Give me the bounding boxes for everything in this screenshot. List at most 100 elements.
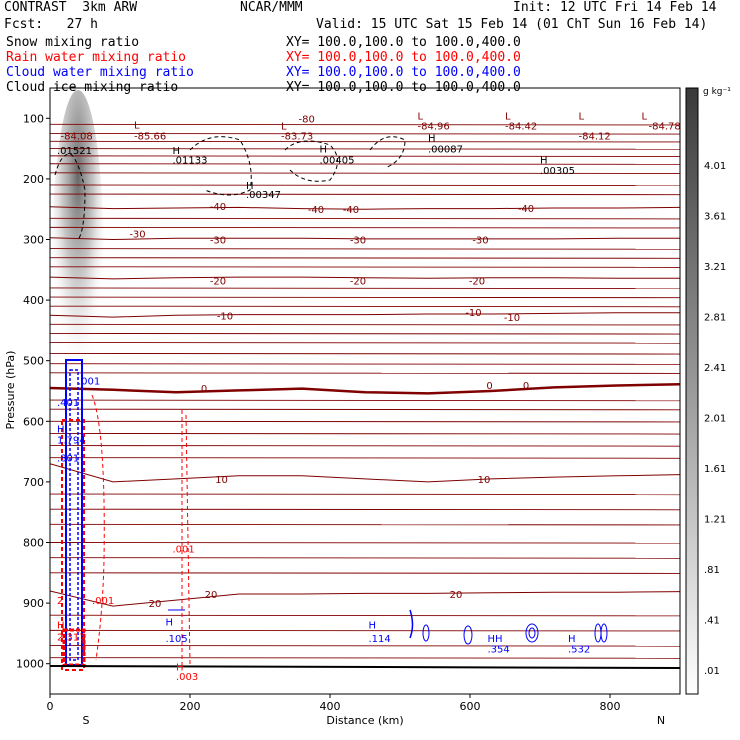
isotherm--20 xyxy=(50,276,680,280)
isotherm-label: -40 xyxy=(308,205,324,216)
max-label: H xyxy=(568,634,576,645)
valid-time: Valid: 15 UTC Sat 15 Feb 14 (01 ChT Sun … xyxy=(316,17,708,32)
x-tick-label: 600 xyxy=(460,700,481,713)
max-label: .00405 xyxy=(320,156,355,167)
max-label: H xyxy=(57,620,65,631)
isotherm-line xyxy=(50,172,680,174)
max-label: .401 xyxy=(57,398,79,409)
isotherm-line xyxy=(50,305,680,308)
colorbar-label: 1.61 xyxy=(704,464,726,475)
isotherm-label: -30 xyxy=(350,236,366,247)
isotherm-line xyxy=(50,614,680,617)
min-label: -84.12 xyxy=(579,131,611,142)
org-label: NCAR/MMM xyxy=(240,0,303,15)
colorbar-label: .01 xyxy=(704,666,720,677)
x-axis: 0 200 400 600 800 xyxy=(47,694,621,713)
plot-frame xyxy=(49,87,681,695)
max-label: H xyxy=(369,620,377,631)
isotherm-label: -30 xyxy=(472,236,488,247)
isotherm-line xyxy=(50,123,680,126)
isotherm-line xyxy=(50,445,680,447)
isotherm-line xyxy=(50,399,680,402)
max-label: H xyxy=(57,425,65,436)
isotherm-label: -40 xyxy=(343,205,359,216)
colorbar: g kg⁻¹ 4.01 3.61 3.21 2.81 2.41 2.01 1.61 1.21.… xyxy=(685,87,731,695)
colorbar-label: 3.61 xyxy=(704,212,726,223)
isotherm-line xyxy=(50,372,680,374)
isotherm-line xyxy=(50,133,680,135)
isotherm-line xyxy=(50,155,680,157)
field-cloudwater-xy: XY= 100.0,100.0 to 100.0,400.0 xyxy=(286,65,521,80)
isotherm-label: 0 xyxy=(486,381,492,392)
max-label: HH xyxy=(488,634,503,645)
max-label: .114 xyxy=(369,634,391,645)
isotherm-line xyxy=(50,363,680,365)
isotherm-line xyxy=(50,657,680,659)
x-tick-label: 400 xyxy=(320,700,341,713)
isotherm-label: -40 xyxy=(518,204,534,215)
max-label: H xyxy=(428,134,436,145)
colorbar-label: 2.41 xyxy=(704,363,726,374)
isotherm-label: 20 xyxy=(205,590,218,601)
isotherm-label: 0 xyxy=(201,384,207,395)
isotherm-line xyxy=(50,432,680,435)
isotherm-line xyxy=(50,323,680,326)
isotherm-line xyxy=(50,572,680,574)
field-rain-xy: XY= 100.0,100.0 to 100.0,400.0 xyxy=(286,50,521,65)
isotherm-line xyxy=(50,523,680,526)
max-label: H xyxy=(540,156,548,167)
isotherm-line xyxy=(50,163,680,165)
isotherm-line xyxy=(50,542,680,544)
isotherm-line xyxy=(50,296,680,299)
max-label: 1.794 xyxy=(57,435,86,446)
y-tick-label: 100 xyxy=(23,112,44,125)
y-tick-label: 600 xyxy=(23,415,44,428)
colorbar-label: 1.21 xyxy=(704,515,726,526)
isotherm-line xyxy=(50,184,680,187)
min-label: L xyxy=(579,111,585,122)
isotherm-line xyxy=(50,140,680,143)
isotherm-label: -20 xyxy=(210,277,226,288)
max-label: H xyxy=(246,181,254,192)
init-time: Init: 12 UTC Fri 14 Feb 14 xyxy=(513,0,717,15)
endpoint-south: S xyxy=(83,714,90,727)
field-snow-xy: XY= 100.0,100.0 to 100.0,400.0 xyxy=(286,35,521,50)
x-axis-label: Distance (km) xyxy=(326,714,403,727)
max-label: .801 xyxy=(57,454,79,465)
isotherm-line xyxy=(50,257,680,259)
colorbar-label: 2.81 xyxy=(704,313,726,324)
y-tick-label: 500 xyxy=(23,355,44,368)
isotherm-label: -20 xyxy=(469,277,485,288)
y-tick-label: 200 xyxy=(23,173,44,186)
field-cloudwater-label: Cloud water mixing ratio xyxy=(6,65,194,80)
y-tick-label: 1000 xyxy=(16,658,44,671)
y-tick-label: 900 xyxy=(23,597,44,610)
isotherm-label: 20 xyxy=(149,599,162,610)
max-label: .105 xyxy=(166,634,188,645)
isotherm-line xyxy=(50,645,680,647)
max-label: 2.317 xyxy=(57,632,86,643)
isotherm-20 xyxy=(50,590,680,607)
isotherm--10 xyxy=(50,312,680,318)
isotherm--30 xyxy=(50,237,680,241)
isotherm-label: 20 xyxy=(450,590,463,601)
max-label: .001 xyxy=(78,377,100,388)
max-label: H xyxy=(166,617,174,628)
y-tick-label: 300 xyxy=(23,234,44,247)
endpoint-north: N xyxy=(657,714,665,727)
max-label: .01133 xyxy=(173,156,208,167)
hydrometeor-contours xyxy=(54,136,608,671)
min-label: -84.78 xyxy=(649,122,681,133)
x-tick-label: 800 xyxy=(600,700,621,713)
isotherm-line xyxy=(50,193,680,196)
min-label: L xyxy=(505,111,511,122)
isotherm-line xyxy=(50,287,680,290)
isotherm-label: 10 xyxy=(478,475,491,486)
isotherm-label: -10 xyxy=(504,313,520,324)
isotherm-line xyxy=(50,352,680,355)
isotherm-label: 10 xyxy=(215,475,228,486)
isotherm-line xyxy=(50,493,680,496)
min-label: -80 xyxy=(299,114,315,125)
max-label: .354 xyxy=(488,645,510,656)
